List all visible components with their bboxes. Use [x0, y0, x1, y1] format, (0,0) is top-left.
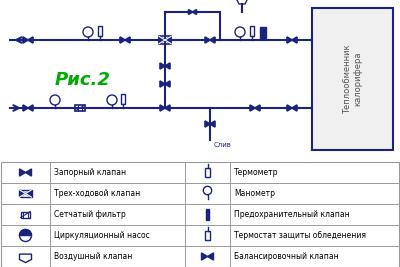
Text: Термостат защиты обледенения: Термостат защиты обледенения: [234, 231, 366, 240]
Polygon shape: [165, 81, 170, 87]
Polygon shape: [23, 37, 28, 43]
Bar: [1, 162, 399, 267]
Text: Сетчатый фильтр: Сетчатый фильтр: [54, 210, 126, 219]
Polygon shape: [165, 36, 171, 44]
Polygon shape: [192, 10, 196, 14]
Polygon shape: [210, 121, 215, 127]
Bar: [206, 209, 209, 220]
Polygon shape: [292, 105, 297, 111]
Polygon shape: [28, 37, 33, 43]
Polygon shape: [292, 37, 297, 43]
Polygon shape: [120, 37, 125, 43]
Polygon shape: [250, 105, 255, 111]
Polygon shape: [287, 37, 292, 43]
Polygon shape: [255, 105, 260, 111]
Text: Трех-ходовой клапан: Трех-ходовой клапан: [54, 189, 140, 198]
Text: Воздушный клапан: Воздушный клапан: [54, 252, 132, 261]
Polygon shape: [28, 105, 33, 111]
Polygon shape: [160, 105, 165, 111]
Text: Предохранительный клапан: Предохранительный клапан: [234, 210, 350, 219]
Text: Теплообменник
калорифера: Теплообменник калорифера: [343, 44, 362, 114]
Bar: [206, 168, 210, 177]
Polygon shape: [20, 190, 26, 197]
Text: Запорный клапан: Запорный клапан: [54, 168, 126, 177]
Polygon shape: [26, 169, 32, 176]
Polygon shape: [26, 190, 32, 197]
Polygon shape: [202, 253, 208, 260]
Text: Рис.2: Рис.2: [55, 71, 111, 89]
Text: Циркуляционный насос: Циркуляционный насос: [54, 231, 150, 240]
Polygon shape: [208, 253, 214, 260]
Polygon shape: [159, 36, 165, 44]
Text: Термометр: Термометр: [234, 168, 278, 177]
Polygon shape: [188, 10, 192, 14]
Bar: [121, 94, 125, 104]
Polygon shape: [20, 169, 26, 176]
Polygon shape: [205, 121, 210, 127]
Bar: [159, 36, 171, 44]
Polygon shape: [287, 105, 292, 111]
Polygon shape: [125, 37, 130, 43]
Bar: [250, 26, 254, 36]
Bar: [20, 190, 32, 197]
Bar: [98, 26, 102, 36]
Polygon shape: [205, 37, 210, 43]
Bar: [21, 211, 30, 218]
Text: Балансировочный клапан: Балансировочный клапан: [234, 252, 339, 261]
Polygon shape: [165, 63, 170, 69]
Polygon shape: [160, 63, 165, 69]
Text: Манометр: Манометр: [234, 189, 275, 198]
Wedge shape: [20, 230, 32, 235]
Polygon shape: [23, 105, 28, 111]
Bar: [205, 231, 210, 240]
Text: Слив: Слив: [214, 142, 232, 148]
Bar: [260, 27, 266, 38]
Polygon shape: [165, 105, 170, 111]
Bar: [75, 105, 85, 111]
Bar: [312, 8, 393, 150]
Polygon shape: [210, 37, 215, 43]
Polygon shape: [160, 81, 165, 87]
